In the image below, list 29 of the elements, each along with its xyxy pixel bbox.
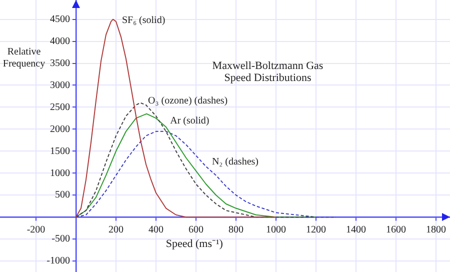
y-tick-label: 3000 [50, 80, 70, 91]
x-tick-label: 1200 [306, 224, 326, 236]
x-tick-label: 400 [148, 224, 164, 236]
text: Maxwell-Boltzmann Gas Speed Distributions [212, 60, 324, 84]
x-tick-label: 800 [228, 224, 244, 236]
y-tick-label: 4000 [50, 36, 70, 47]
x-tick-label: 200 [108, 224, 124, 236]
y-tick-label: 1000 [50, 168, 70, 179]
x-tick-label: 1600 [386, 224, 406, 236]
x-tick-label: 1000 [266, 224, 286, 236]
x-tick-label: 1400 [346, 224, 366, 236]
annotation: Ar (solid) [170, 116, 210, 127]
x-tick-label: -200 [26, 224, 46, 236]
line-series [76, 130, 336, 218]
x-axis-title: Speed (ms⁻¹) [166, 238, 224, 250]
y-tick-label: 3500 [50, 58, 70, 69]
y-axis-title: Relative Frequency [2, 46, 46, 70]
y-tick-label: -1000 [46, 256, 70, 267]
y-tick-label: 2500 [50, 102, 70, 113]
y-tick-label: 500 [55, 190, 70, 201]
y-tick-label: -500 [52, 234, 70, 245]
y-tick-label: 1500 [50, 146, 70, 157]
annotation: N₂ (dashes) [212, 156, 258, 168]
y-tick-label: 2000 [50, 124, 70, 135]
annotation: O₃ (ozone) (dashes) [148, 95, 228, 106]
y-tick-label: 4500 [50, 14, 70, 25]
x-tick-label: 1800 [426, 224, 446, 236]
annotation: SF₆ (solid) [122, 15, 166, 26]
x-tick-label: 600 [188, 224, 204, 236]
